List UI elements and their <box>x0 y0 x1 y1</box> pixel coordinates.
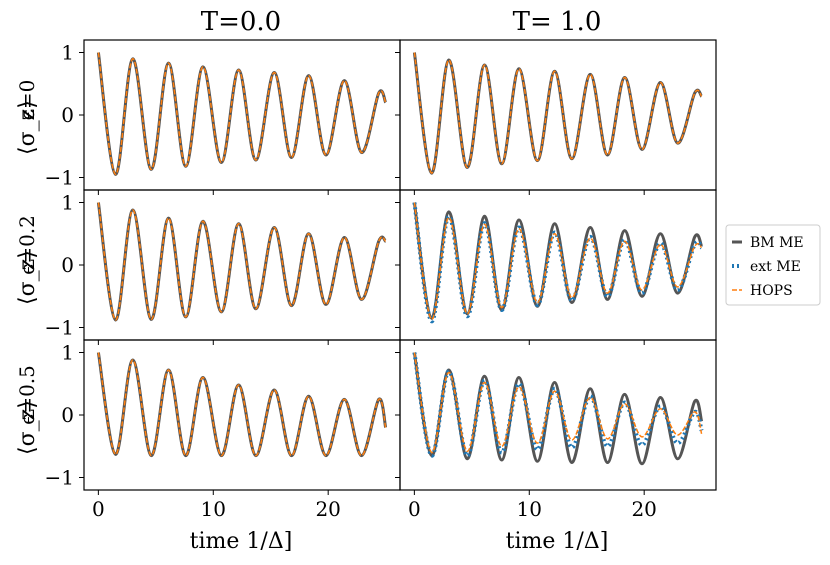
ytick-label: −1 <box>45 466 74 490</box>
xtick-label: 20 <box>315 497 340 521</box>
series-hops-r2-c1 <box>413 352 703 454</box>
panel-r0-c0: 1 0 −1 <box>45 39 401 195</box>
legend-frame <box>725 224 821 306</box>
xtick-label: 10 <box>517 497 542 521</box>
col-titles: T=0.0 T= 1.0 <box>201 7 602 37</box>
xtick-label: 0 <box>408 497 421 521</box>
x-labels: time 1/Δ] time 1/Δ] <box>190 529 609 554</box>
series-hops-r1-c1 <box>413 202 703 321</box>
xtick-label: 20 <box>631 497 656 521</box>
y-labels: ⟨σ_z⟩ ϵ=0 ⟨σ_z⟩ ϵ=0.2 ⟨σ_z⟩ ϵ=0.5 <box>15 80 40 455</box>
series-hops-r0-c0 <box>97 52 387 176</box>
legend-label-ext-me: ext ME <box>750 259 801 275</box>
col-title-t1: T= 1.0 <box>513 7 602 37</box>
ylabel-row-0: ⟨σ_z⟩ <box>15 100 40 155</box>
panel-r1-c0: 1 0 −1 <box>45 189 401 345</box>
ytick-label: 0 <box>61 103 74 127</box>
series-bm-me-r1-c1 <box>412 202 704 320</box>
ylabel-row-2: ⟨σ_z⟩ <box>15 400 40 455</box>
ytick-label: 1 <box>61 341 74 365</box>
xtick-label: 0 <box>92 497 105 521</box>
series-bm-me-r2-c1 <box>412 352 704 466</box>
ytick-label: −1 <box>45 316 74 340</box>
param-row-0: ϵ=0 <box>15 80 39 121</box>
ylabel-row-1: ⟨σ_z⟩ <box>15 250 40 305</box>
series-hops-r2-c0 <box>97 352 387 457</box>
panel-frame <box>399 339 717 491</box>
xtick-label: 10 <box>201 497 226 521</box>
panel-r0-c1 <box>395 39 717 195</box>
param-row-1: ϵ=0.2 <box>15 215 39 275</box>
legend-label-bm-me: BM ME <box>750 235 804 251</box>
legend: BM ME ext ME HOPS <box>725 224 821 306</box>
ytick-label: 0 <box>61 253 74 277</box>
legend-label-hops: HOPS <box>750 283 793 299</box>
panel-r2-c1: 0 10 20 <box>395 339 717 521</box>
xlabel-col-0: time 1/Δ] <box>190 529 293 554</box>
panel-grid: 10−110−110−10 10 20 0 10 20 <box>45 39 717 521</box>
ytick-label: 1 <box>61 41 74 65</box>
series-hops-r0-c1 <box>413 52 703 174</box>
ytick-label: −1 <box>45 166 74 190</box>
series-ext-me-r2-c1 <box>412 352 704 458</box>
xlabel-col-1: time 1/Δ] <box>506 529 609 554</box>
series-hops-r1-c0 <box>97 202 387 321</box>
ytick-label: 1 <box>61 191 74 215</box>
panel-r2-c0: 10−10 10 20 <box>45 339 401 521</box>
param-row-2: ϵ=0.5 <box>15 365 39 425</box>
ytick-label: 0 <box>61 403 74 427</box>
col-title-t0: T=0.0 <box>201 7 281 37</box>
panel-r1-c1 <box>395 189 717 345</box>
